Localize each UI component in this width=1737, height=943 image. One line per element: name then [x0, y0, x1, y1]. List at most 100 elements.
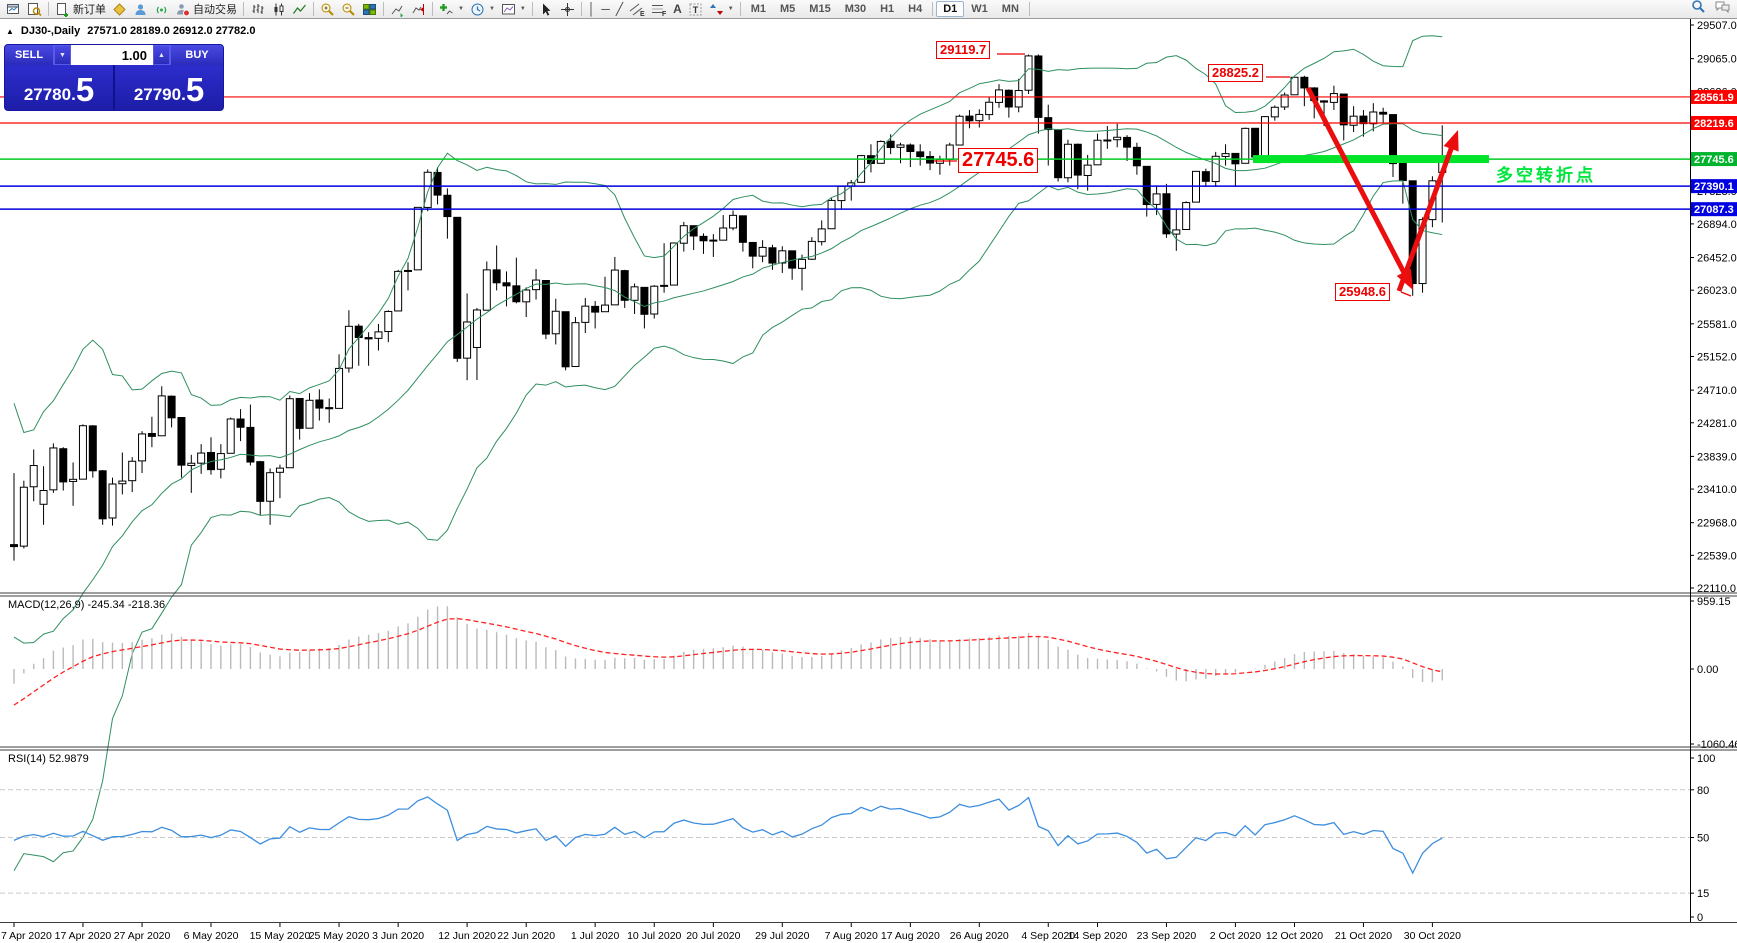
- svg-text:20 Jul 2020: 20 Jul 2020: [686, 930, 740, 942]
- rsi-pane-label: RSI(14) 52.9879: [8, 753, 89, 765]
- cursor-button[interactable]: [536, 1, 557, 18]
- autotrading-icon: [175, 2, 190, 17]
- chart-symbol-title: DJ30-,Daily: [20, 25, 81, 37]
- svg-text:27745.6: 27745.6: [1694, 154, 1734, 166]
- periods-button[interactable]: ▼: [467, 1, 498, 18]
- price-annotation-25948[interactable]: 25948.6: [1335, 283, 1390, 301]
- macd-pane-label: MACD(12,26,9) -245.34 -218.36: [8, 599, 165, 611]
- bar-chart-button[interactable]: [247, 1, 268, 18]
- svg-text:24710.0: 24710.0: [1697, 385, 1737, 397]
- expert-advisors-button[interactable]: [109, 1, 130, 18]
- main-chart-pane[interactable]: [0, 35, 1690, 872]
- new-order-icon: [55, 2, 70, 17]
- horizontal-line-button[interactable]: ─: [598, 1, 613, 18]
- zoom-in-button[interactable]: [317, 1, 338, 18]
- svg-text:23410.0: 23410.0: [1697, 484, 1737, 496]
- svg-text:80: 80: [1697, 785, 1709, 797]
- toolbar-separator: [531, 2, 533, 16]
- text-label-button[interactable]: T: [685, 1, 706, 18]
- vertical-line-button[interactable]: │: [585, 1, 599, 18]
- green-turning-band[interactable]: [1253, 155, 1489, 164]
- arrows-tool-button[interactable]: ▼: [706, 1, 737, 18]
- price-axis[interactable]: 29507.029065.028636.028194.027765.027323…: [1690, 20, 1737, 924]
- text-label-icon: T: [688, 2, 703, 17]
- signals-button[interactable]: [151, 1, 172, 18]
- timeframe-h4[interactable]: H4: [908, 3, 923, 15]
- timeframe-mn[interactable]: MN: [1001, 3, 1019, 15]
- timeframe-m30[interactable]: M30: [844, 3, 867, 15]
- toolbar-separator: [48, 2, 49, 16]
- trendline-button[interactable]: ╱: [613, 1, 626, 18]
- timeframe-m1[interactable]: M1: [750, 3, 767, 15]
- toolbar: 新订单 自动交易 ▼ ▼ ▼ │ ─ ╱ E F A T ▼: [0, 0, 1737, 19]
- vertical-line-icon: │: [587, 2, 596, 16]
- svg-text:29065.0: 29065.0: [1697, 54, 1737, 66]
- turning-point-note[interactable]: 多空转折点: [1496, 166, 1596, 185]
- timeframe-h1[interactable]: H1: [880, 3, 895, 15]
- sell-button[interactable]: SELL: [5, 45, 54, 65]
- equidistant-channel-button[interactable]: E: [626, 1, 648, 18]
- svg-text:17 Aug 2020: 17 Aug 2020: [881, 930, 940, 942]
- timeframe-d1[interactable]: D1: [936, 1, 965, 17]
- buy-price-frac: 5: [185, 71, 205, 108]
- text-button[interactable]: A: [670, 1, 685, 18]
- new-order-button[interactable]: 新订单: [52, 1, 109, 18]
- volume-decrease-button[interactable]: ▼: [54, 45, 71, 65]
- svg-text:12 Oct 2020: 12 Oct 2020: [1266, 930, 1323, 942]
- zoom-out-button[interactable]: [338, 1, 359, 18]
- candlestick-chart-button[interactable]: [268, 1, 289, 18]
- fibonacci-button[interactable]: F: [648, 1, 670, 18]
- svg-text:14 Sep 2020: 14 Sep 2020: [1068, 930, 1128, 942]
- chat-icon[interactable]: [1714, 0, 1731, 19]
- signals-icon: [154, 2, 169, 17]
- timeframe-m15[interactable]: M15: [809, 3, 831, 15]
- svg-text:6 May 2020: 6 May 2020: [184, 930, 239, 942]
- templates-button[interactable]: ▼: [498, 1, 529, 18]
- new-chart-button[interactable]: [3, 1, 24, 18]
- crosshair-button[interactable]: [557, 1, 578, 18]
- sell-price-dot: .: [71, 85, 76, 104]
- search-icon[interactable]: [1691, 0, 1706, 19]
- new-chart-icon: [6, 2, 21, 17]
- sell-price-button[interactable]: 27780. 5: [5, 65, 115, 110]
- timeframe-m5[interactable]: M5: [780, 3, 796, 15]
- auto-scroll-button[interactable]: [387, 1, 408, 18]
- macd-indicator: [13, 606, 1443, 706]
- svg-text:29 Jul 2020: 29 Jul 2020: [755, 930, 809, 942]
- price-annotation-29119[interactable]: 29119.7: [936, 41, 991, 59]
- equidistant-channel-icon: E: [629, 2, 645, 17]
- svg-text:E: E: [640, 11, 645, 17]
- date-axis[interactable]: 7 Apr 2020 17 Apr 2020 27 Apr 2020 6 May 20…: [1, 923, 1461, 942]
- trend-arrows[interactable]: [934, 53, 1459, 297]
- profiles-icon: [27, 2, 42, 17]
- buy-button[interactable]: BUY: [170, 45, 223, 65]
- svg-text:F: F: [662, 11, 667, 17]
- zoom-in-icon: [320, 2, 335, 17]
- horizontal-level-lines[interactable]: [0, 96, 1690, 210]
- timeframe-w1[interactable]: W1: [971, 3, 988, 15]
- toolbar-separator: [313, 2, 314, 16]
- svg-text:-1060.46: -1060.46: [1697, 739, 1737, 751]
- text-icon: A: [673, 2, 682, 16]
- svg-text:28561.9: 28561.9: [1694, 92, 1734, 104]
- tile-windows-button[interactable]: [359, 1, 380, 18]
- buy-price-button[interactable]: 27790. 5: [115, 65, 223, 110]
- volume-input[interactable]: 1.00: [71, 45, 153, 65]
- profiles-button[interactable]: [24, 1, 45, 18]
- line-chart-button[interactable]: [289, 1, 310, 18]
- price-annotation-27745[interactable]: 27745.6: [958, 148, 1039, 173]
- volume-increase-button[interactable]: ▲: [153, 45, 170, 65]
- expert-advisors-icon: [112, 2, 127, 17]
- price-annotation-28825[interactable]: 28825.2: [1208, 64, 1263, 82]
- autotrading-button[interactable]: 自动交易: [172, 1, 240, 18]
- horizontal-line-icon: ─: [601, 2, 610, 16]
- chart-shift-button[interactable]: [408, 1, 429, 18]
- indicator-panes[interactable]: [0, 606, 1690, 894]
- svg-text:15 May 2020: 15 May 2020: [250, 930, 311, 942]
- vps-button[interactable]: [130, 1, 151, 18]
- indicators-button[interactable]: ▼: [436, 1, 467, 18]
- svg-text:30 Oct 2020: 30 Oct 2020: [1404, 930, 1461, 942]
- panel-toggle-icon[interactable]: ▲: [6, 26, 14, 36]
